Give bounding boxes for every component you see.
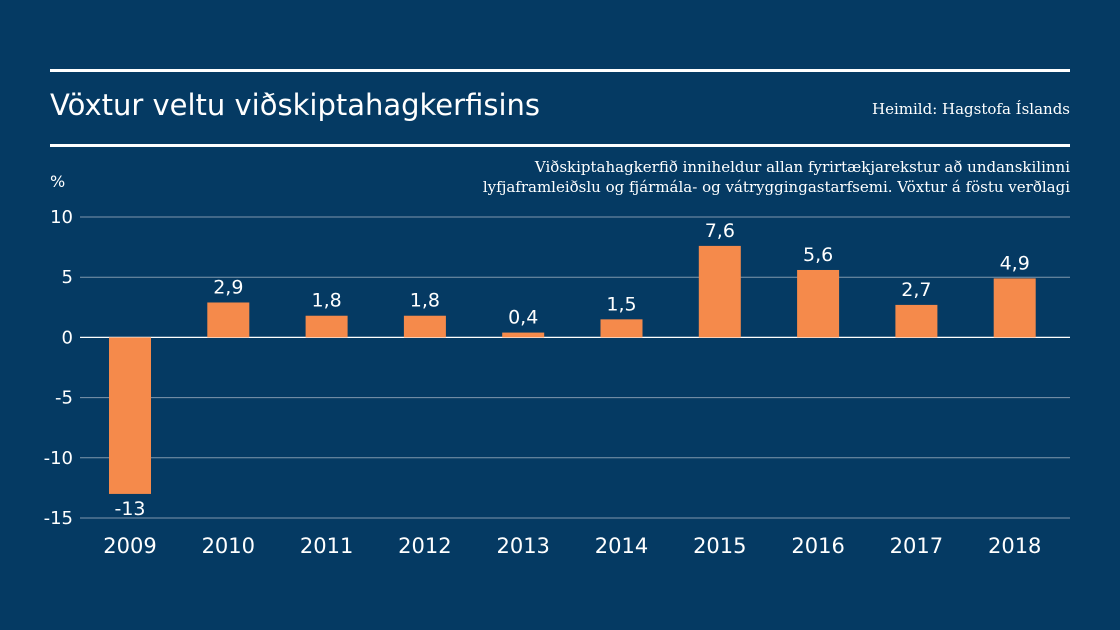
- y-tick-label: -5: [55, 388, 73, 409]
- x-tick-label: 2013: [496, 534, 549, 558]
- chart-note-line-2: lyfjaframleiðslu og fjármála- og vátrygg…: [482, 178, 1070, 196]
- y-axis-ticks: 10 5 0 -5 -10 -15: [44, 207, 73, 529]
- y-tick-label: -10: [44, 448, 73, 469]
- x-tick-label: 2016: [791, 534, 844, 558]
- bar-2018: [993, 278, 1036, 338]
- x-tick-label: 2011: [300, 534, 353, 558]
- x-tick-label: 2012: [398, 534, 451, 558]
- x-tick-label: 2018: [988, 534, 1041, 558]
- bottom-rule: [50, 144, 1070, 147]
- bar-2017: [895, 304, 938, 338]
- top-rule: [50, 69, 1070, 72]
- data-label-2011: 1,8: [311, 290, 341, 312]
- bars: [109, 245, 1036, 494]
- bar-2011: [305, 315, 348, 338]
- data-label-2018: 4,9: [1000, 252, 1030, 274]
- y-tick-label: 0: [62, 327, 73, 348]
- gridlines: [80, 216, 1070, 519]
- x-tick-label: 2015: [693, 534, 746, 558]
- data-label-2014: 1,5: [606, 293, 636, 315]
- bar-2016: [797, 269, 840, 338]
- x-tick-label: 2009: [103, 534, 156, 558]
- y-tick-label: 5: [62, 267, 73, 288]
- chart-note-line-1: Viðskiptahagkerfið inniheldur allan fyri…: [534, 158, 1070, 176]
- bar-2009: [109, 337, 151, 494]
- data-label-2009: -13: [114, 498, 145, 520]
- data-label-2013: 0,4: [508, 307, 538, 329]
- chart-title: Vöxtur veltu viðskiptahagkerfisins: [50, 88, 540, 122]
- y-tick-label: -15: [44, 508, 73, 529]
- data-label-2015: 7,6: [705, 220, 735, 242]
- x-tick-label: 2014: [595, 534, 648, 558]
- data-label-2012: 1,8: [410, 290, 440, 312]
- x-tick-label: 2010: [202, 534, 255, 558]
- data-label-2016: 5,6: [803, 244, 833, 266]
- data-label-2010: 2,9: [213, 276, 243, 298]
- x-axis-ticks: 2009 2010 2011 2012 2013 2014 2015 2016 2017 2018: [103, 534, 1041, 558]
- source-credit: Heimild: Hagstofa Íslands: [872, 100, 1070, 118]
- bar-2015: [698, 245, 741, 338]
- chart-note: Viðskiptahagkerfið inniheldur allan fyri…: [483, 157, 1070, 197]
- data-label-2017: 2,7: [901, 279, 931, 301]
- data-labels: -13 2,9 1,8 1,8 0,4 1,5 7,6 5,6 2,7 4,9: [114, 220, 1029, 520]
- y-tick-label: 10: [50, 207, 73, 228]
- x-tick-label: 2017: [890, 534, 943, 558]
- bar-2014: [600, 319, 643, 338]
- y-axis-unit-label: %: [50, 172, 65, 191]
- bar-2012: [403, 315, 446, 338]
- bar-2010: [207, 302, 250, 338]
- bar-2013: [502, 332, 545, 338]
